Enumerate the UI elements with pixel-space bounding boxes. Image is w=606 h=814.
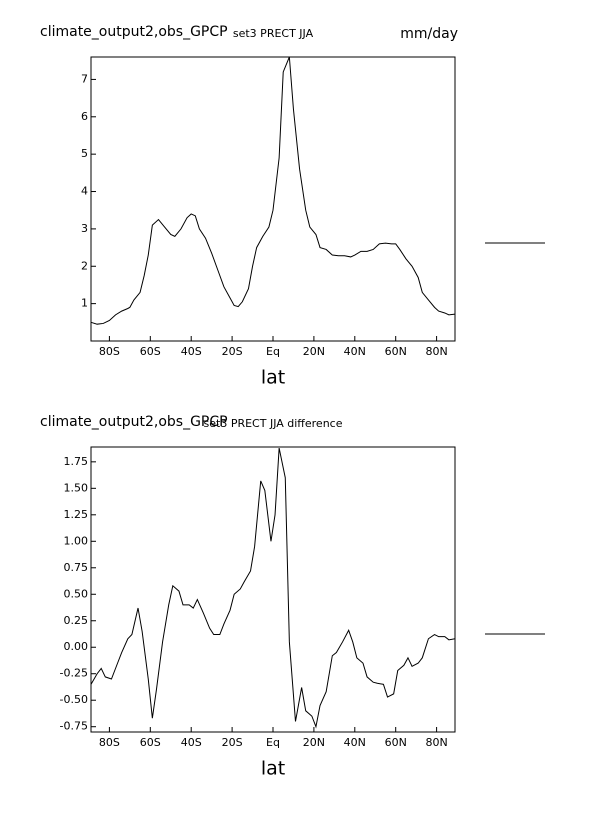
y-tick-label: 1.75 [64, 455, 89, 468]
y-tick-label: 2 [81, 259, 88, 272]
x-tick-label: 20N [303, 736, 325, 749]
x-axis-label: lat [261, 367, 285, 389]
y-tick-label: -0.25 [60, 667, 88, 680]
chart-title: climate_output2,obs_GPCP [40, 24, 228, 40]
y-tick-label: 0.75 [64, 561, 89, 574]
y-tick-label: -0.75 [60, 720, 88, 733]
x-tick-label: 20S [222, 345, 243, 358]
x-tick-label: 20S [222, 736, 243, 749]
y-tick-label: 0.00 [64, 640, 89, 653]
y-tick-label: 4 [81, 185, 88, 198]
x-tick-label: 80S [99, 345, 120, 358]
y-tick-label: 3 [81, 222, 88, 235]
x-tick-label: 60N [385, 736, 407, 749]
x-tick-label: 60S [140, 345, 161, 358]
x-axis-label: lat [261, 758, 285, 780]
chart-subtitle: set3 PRECT JJA [233, 27, 314, 40]
data-line [90, 56, 456, 325]
y-tick-label: 1.50 [64, 481, 89, 494]
x-tick-label: 80N [425, 736, 447, 749]
y-tick-label: 0.50 [64, 587, 89, 600]
x-tick-label: 40S [181, 736, 202, 749]
y-tick-label: 5 [81, 147, 88, 160]
y-tick-label: 7 [81, 72, 88, 85]
data-line [90, 447, 456, 729]
y-tick-label: 0.25 [64, 614, 89, 627]
x-tick-label: 40S [181, 345, 202, 358]
y-tick-label: -0.50 [60, 693, 88, 706]
y-tick-label: 1 [81, 297, 88, 310]
x-tick-label: 80N [425, 345, 447, 358]
chart-subtitle: set3 PRECT JJA difference [204, 417, 343, 430]
units-label: mm/day [400, 26, 458, 42]
x-tick-label: 80S [99, 736, 120, 749]
x-tick-label: 40N [344, 736, 366, 749]
x-tick-label: 40N [344, 345, 366, 358]
x-tick-label: 60S [140, 736, 161, 749]
x-tick-label: 60N [385, 345, 407, 358]
x-tick-label: 20N [303, 345, 325, 358]
x-tick-label: Eq [266, 736, 280, 749]
y-tick-label: 1.00 [64, 534, 89, 547]
x-tick-label: Eq [266, 345, 280, 358]
chart-title: climate_output2,obs_GPCP [40, 414, 228, 430]
y-tick-label: 6 [81, 110, 88, 123]
y-tick-label: 1.25 [64, 508, 89, 521]
